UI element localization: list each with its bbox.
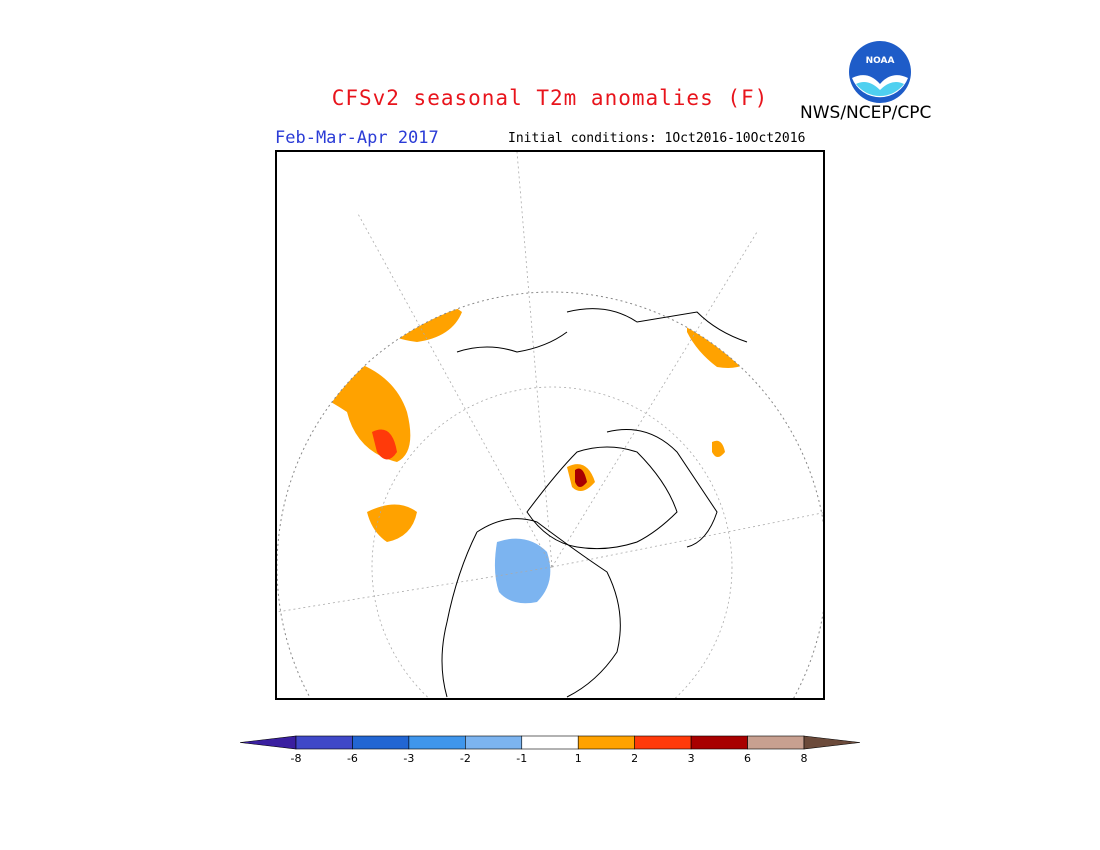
coastline-north-america	[441, 518, 621, 698]
color-legend	[240, 735, 860, 750]
meridian-line	[277, 566, 553, 613]
logo-text: NOAA	[865, 56, 895, 66]
legend-arrow-high	[803, 735, 860, 750]
legend-swatch	[577, 735, 635, 750]
legend-label: 6	[744, 752, 752, 765]
legend-swatch	[634, 735, 692, 750]
legend-arrow-low	[240, 735, 297, 750]
season-label: Feb-Mar-Apr 2017	[275, 128, 439, 148]
coastline-alaska	[606, 429, 718, 548]
meridian-line	[551, 512, 823, 568]
legend-label: -3	[403, 752, 415, 765]
map-boundary-circle	[277, 291, 823, 698]
polar-map-svg	[277, 152, 823, 698]
legend-swatch	[521, 735, 579, 750]
legend-label: 2	[631, 752, 639, 765]
legend-label: -1	[516, 752, 528, 765]
meridian-line	[516, 152, 553, 568]
meridian-line	[551, 231, 758, 568]
legend-swatch	[352, 735, 410, 750]
anomaly-region-canada-cool	[494, 538, 551, 604]
anomaly-region-east-asia	[717, 292, 822, 342]
agency-label: NWS/NCEP/CPC	[800, 103, 932, 123]
legend-label: -6	[346, 752, 358, 765]
legend-swatch	[690, 735, 748, 750]
map-title: CFSv2 seasonal T2m anomalies (F)	[331, 86, 769, 110]
anomaly-region-caribbean	[367, 504, 417, 542]
legend-swatch	[408, 735, 466, 750]
polar-map	[275, 150, 825, 700]
legend-label: 3	[687, 752, 695, 765]
anomaly-region-europe	[317, 292, 391, 322]
legend-label: -2	[459, 752, 471, 765]
legend-label: 8	[800, 752, 808, 765]
anomaly-region-india	[782, 372, 813, 416]
legend-swatch	[465, 735, 523, 750]
legend-label: 1	[574, 752, 582, 765]
noaa-logo-icon	[849, 41, 911, 103]
anomaly-region-scandinavia	[575, 468, 587, 487]
legend-swatch	[295, 735, 353, 750]
initial-conditions-label: Initial conditions: 1Oct2016-10Oct2016	[508, 131, 806, 146]
legend-swatch	[747, 735, 805, 750]
latitude-circle	[371, 386, 733, 698]
anomaly-region-siberia-strong	[517, 292, 823, 342]
coastline-eurasia	[456, 308, 748, 353]
legend-label: -8	[290, 752, 302, 765]
anomaly-region-africa-north	[367, 298, 462, 342]
anomaly-region-mexico	[372, 429, 397, 460]
anomaly-region-china	[687, 312, 757, 368]
anomaly-region-north-pacific	[712, 440, 725, 457]
coastline-greenland	[526, 446, 678, 550]
